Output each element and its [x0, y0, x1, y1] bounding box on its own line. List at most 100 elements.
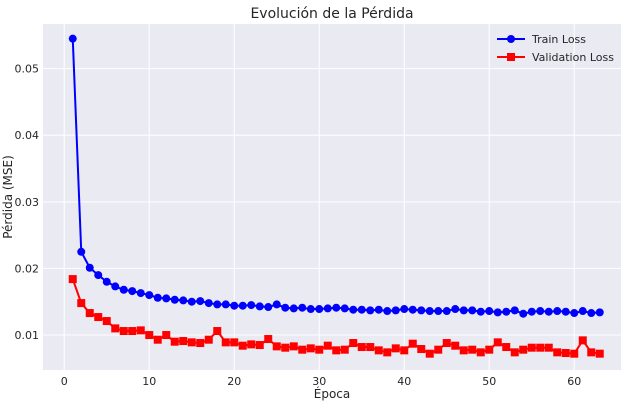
train-loss-point — [485, 307, 494, 316]
legend: Train Loss Validation Loss — [497, 33, 614, 64]
validation-loss-point — [485, 345, 494, 354]
validation-loss-point — [510, 348, 519, 357]
y-axis-label: Pérdida (MSE) — [1, 155, 15, 239]
train-loss-point — [196, 297, 205, 306]
train-loss-point — [587, 309, 596, 318]
train-loss-point — [230, 301, 239, 310]
validation-loss-point — [442, 339, 451, 348]
validation-loss-point — [85, 309, 94, 318]
validation-loss-point — [561, 349, 570, 358]
validation-loss-point — [94, 313, 103, 322]
legend-square-icon — [507, 53, 515, 61]
validation-loss-point — [179, 337, 188, 346]
train-loss-point — [68, 34, 77, 43]
train-loss-point — [553, 307, 562, 316]
train-loss-point — [323, 304, 332, 313]
validation-loss-point — [170, 337, 179, 346]
validation-loss-point — [298, 345, 307, 354]
train-loss-point — [306, 305, 315, 314]
x-tick-label: 30 — [312, 375, 326, 388]
validation-loss-point — [332, 346, 341, 355]
train-loss-point — [111, 282, 120, 291]
train-loss-point — [408, 305, 417, 314]
train-loss-point — [145, 291, 154, 300]
validation-loss-point — [340, 345, 349, 354]
validation-loss-point — [502, 343, 511, 352]
train-loss-point — [281, 303, 290, 312]
validation-loss-point — [204, 335, 213, 344]
train-loss-point — [179, 296, 188, 305]
train-loss-point — [417, 306, 426, 315]
validation-loss-point — [357, 343, 366, 352]
train-loss-point — [468, 306, 477, 315]
legend-label: Validation Loss — [532, 51, 614, 64]
train-loss-point — [391, 306, 400, 315]
validation-loss-point — [323, 341, 332, 350]
validation-loss-point — [77, 299, 86, 308]
train-loss-point — [213, 300, 222, 309]
plot-area — [43, 24, 621, 370]
validation-loss-point — [400, 346, 409, 355]
y-tick-label: 0.03 — [15, 196, 40, 209]
x-tick-label: 60 — [567, 375, 581, 388]
train-loss-point — [315, 305, 324, 314]
validation-loss-point — [281, 343, 290, 352]
train-loss-point — [570, 309, 579, 318]
validation-loss-point — [111, 324, 120, 333]
train-loss-point — [238, 301, 247, 310]
validation-loss-point — [187, 338, 196, 347]
train-loss-point — [595, 308, 604, 317]
train-loss-point — [536, 307, 545, 316]
train-loss-point — [425, 307, 434, 316]
train-loss-point — [77, 247, 86, 256]
validation-loss-point — [459, 346, 468, 355]
validation-loss-point — [391, 344, 400, 353]
y-tick-label: 0.02 — [15, 262, 40, 275]
validation-loss-point — [153, 335, 162, 344]
y-tick-label: 0.01 — [15, 329, 40, 342]
train-loss-point — [247, 301, 256, 310]
train-loss-point — [434, 307, 443, 316]
validation-loss-point — [119, 327, 128, 336]
legend-label: Train Loss — [531, 33, 586, 46]
validation-loss-point — [255, 341, 264, 350]
validation-loss-point — [476, 348, 485, 357]
validation-loss-point — [570, 349, 579, 358]
train-loss-point — [102, 277, 111, 286]
legend-circle-icon — [507, 35, 515, 43]
train-loss-point — [162, 294, 171, 303]
validation-loss-point — [264, 335, 273, 344]
validation-loss-point — [213, 327, 222, 336]
train-loss-point — [255, 302, 264, 311]
validation-loss-point — [272, 342, 281, 351]
validation-loss-point — [349, 339, 358, 348]
validation-loss-point — [383, 348, 392, 357]
train-loss-point — [544, 307, 553, 316]
train-loss-point — [459, 306, 468, 315]
train-loss-point — [510, 306, 519, 315]
validation-loss-point — [68, 275, 77, 284]
train-loss-point — [476, 307, 485, 316]
validation-loss-point — [128, 327, 137, 336]
validation-loss-point — [595, 349, 604, 358]
validation-loss-point — [417, 345, 426, 354]
train-loss-point — [136, 289, 145, 298]
y-tick-label: 0.04 — [15, 129, 40, 142]
validation-loss-point — [306, 344, 315, 353]
validation-loss-point — [289, 342, 298, 351]
validation-loss-point — [493, 338, 502, 347]
x-tick-label: 0 — [61, 375, 68, 388]
train-loss-point — [289, 304, 298, 313]
train-loss-point — [153, 293, 162, 302]
y-tick-label: 0.05 — [15, 63, 40, 76]
validation-loss-point — [145, 331, 154, 340]
train-loss-point — [383, 307, 392, 316]
validation-loss-point — [221, 338, 230, 347]
train-loss-point — [527, 307, 536, 316]
train-loss-point — [332, 303, 341, 312]
validation-loss-point — [553, 348, 562, 357]
chart-title: Evolución de la Pérdida — [250, 6, 413, 22]
validation-loss-point — [451, 341, 460, 350]
validation-loss-point — [587, 348, 596, 357]
